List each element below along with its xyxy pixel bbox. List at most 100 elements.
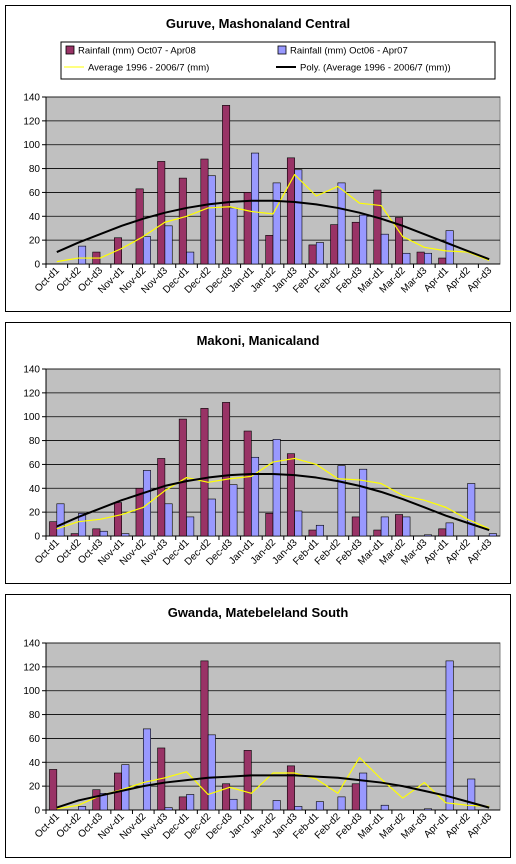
y-tick-label: 100: [23, 140, 40, 151]
bar-oct06-apr07-dec-d1: [186, 516, 195, 537]
bar-oct06-apr07-dec-d3: [229, 207, 238, 265]
bar-oct06-apr07-nov-d3: [164, 807, 173, 811]
bar-oct06-apr07-dec-d1: [186, 794, 195, 811]
y-tick-label: 0: [34, 806, 40, 817]
bar-oct06-apr07-feb-d3: [359, 214, 368, 265]
y-tick-label: 80: [29, 164, 41, 175]
y-tick-label: 100: [23, 412, 40, 423]
bar-oct06-apr07-jan-d3: [294, 806, 303, 811]
legend-label: Average 1996 - 2006/7 (mm): [88, 63, 209, 74]
bar-oct06-apr07-mar-d3: [424, 808, 432, 811]
bar-oct06-apr07-apr-d1: [445, 230, 454, 265]
average-line: [56, 457, 490, 530]
y-tick-label: 40: [29, 758, 41, 769]
legend: Rainfall (mm) Oct07 - Apr08 Rainfall (mm)…: [60, 41, 496, 80]
bar-oct07-apr08-feb-d3: [351, 516, 360, 537]
bar-oct06-apr07-apr-d1: [445, 522, 454, 537]
chart-title: Guruve, Mashonaland Central: [166, 16, 350, 31]
bar-oct06-apr07-jan-d1: [251, 456, 260, 537]
bar-oct07-apr08-nov-d1: [114, 237, 122, 265]
chart-title: Gwanda, Matebeleland South: [168, 605, 349, 620]
bar-oct06-apr07-apr-d3: [488, 533, 497, 537]
legend-label: Poly. (Average 1996 - 2006/7 (mm)): [300, 63, 451, 74]
x-tick-label: Apr-d3: [465, 811, 494, 840]
bar-oct06-apr07-mar-d2: [402, 516, 411, 537]
bar-oct06-apr07-jan-d3: [294, 169, 303, 265]
y-tick-label: 20: [29, 508, 41, 519]
y-tick-label: 20: [29, 236, 41, 247]
bar-oct06-apr07-dec-d2: [207, 734, 216, 811]
bar-oct06-apr07-apr-d2: [467, 483, 476, 537]
bar-oct06-apr07-dec-d2: [207, 498, 216, 537]
bar-oct07-apr08-dec-d3: [222, 402, 231, 537]
bar-oct06-apr07-oct-d1: [56, 503, 65, 537]
bar-oct07-apr08-dec-d1: [178, 177, 187, 265]
bar-oct06-apr07-feb-d2: [337, 465, 346, 537]
chart-title: Makoni, Manicaland: [197, 333, 320, 348]
bar-oct06-apr07-nov-d1: [121, 533, 130, 537]
bar-oct07-apr08-jan-d3: [286, 765, 295, 811]
bar-oct06-apr07-dec-d1: [186, 251, 195, 265]
bar-oct07-apr08-oct-d3: [92, 789, 101, 811]
chart-panel-gwanda: Gwanda, Matebeleland South 0 20 40 60 80 100 12…: [5, 594, 511, 858]
bar-oct07-apr08-feb-d1: [308, 529, 317, 537]
legend-swatch: [277, 45, 287, 55]
bar-oct07-apr08-jan-d1: [243, 430, 252, 537]
chart-gwanda: Gwanda, Matebeleland South 0 20 40 60 80 100 12…: [23, 605, 501, 842]
average-line: [56, 756, 490, 810]
bar-oct06-apr07-jan-d3: [294, 510, 303, 537]
bar-oct06-apr07-mar-d1: [380, 804, 389, 811]
bar-oct07-apr08-mar-d2: [395, 514, 404, 537]
bar-oct06-apr07-feb-d3: [359, 772, 368, 811]
legend-item-rainfall-mm-oct06-apr07: Rainfall (mm) Oct06 - Apr07: [277, 45, 408, 57]
bar-oct06-apr07-feb-d2: [337, 796, 346, 811]
bar-oct06-apr07-oct-d2: [78, 806, 87, 811]
y-tick-label: 120: [23, 388, 40, 399]
bar-oct07-apr08-oct-d1: [49, 769, 58, 811]
y-tick-label: 80: [29, 710, 41, 721]
bar-oct07-apr08-jan-d1: [243, 192, 252, 265]
bar-oct06-apr07-oct-d2: [78, 245, 87, 265]
bar-oct07-apr08-oct-d1: [49, 521, 58, 537]
bar-oct06-apr07-dec-d2: [207, 175, 216, 265]
bar-oct06-apr07-dec-d3: [229, 484, 238, 537]
bar-oct06-apr07-nov-d3: [164, 225, 173, 265]
bar-oct06-apr07-feb-d1: [315, 242, 324, 265]
bar-oct06-apr07-mar-d1: [380, 233, 389, 265]
bar-oct06-apr07-nov-d3: [164, 503, 173, 537]
bar-oct06-apr07-oct-d3: [99, 530, 108, 537]
bar-oct07-apr08-dec-d2: [200, 408, 209, 537]
bar-oct07-apr08-apr-d1: [438, 528, 447, 537]
legend-label: Rainfall (mm) Oct06 - Apr07: [290, 46, 408, 57]
y-tick-label: 140: [23, 365, 40, 376]
y-tick-label: 120: [23, 116, 40, 127]
bar-oct06-apr07-mar-d3: [424, 252, 432, 265]
legend-swatch: [65, 45, 75, 55]
bar-oct07-apr08-mar-d1: [373, 189, 382, 265]
y-tick-label: 100: [23, 686, 40, 697]
bar-oct06-apr07-nov-d2: [142, 470, 151, 537]
legend-label: Rainfall (mm) Oct07 - Apr08: [78, 46, 196, 57]
legend-item-rainfall-mm-oct07-apr08: Rainfall (mm) Oct07 - Apr08: [65, 45, 196, 57]
bar-oct07-apr08-dec-d3: [222, 105, 231, 265]
y-tick-label: 0: [34, 260, 40, 271]
chart-panel-guruve: Guruve, Mashonaland Central Rainfall (mm)…: [5, 5, 511, 312]
bar-oct06-apr07-jan-d2: [272, 182, 281, 265]
bar-oct06-apr07-mar-d2: [402, 252, 411, 265]
bar-oct06-apr07-oct-d2: [78, 513, 87, 537]
bar-oct07-apr08-apr-d1: [438, 257, 447, 265]
bar-oct06-apr07-jan-d1: [251, 152, 260, 265]
x-tick-label: Apr-d3: [465, 265, 494, 294]
bar-oct06-apr07-oct-d3: [99, 793, 108, 811]
bar-oct06-apr07-feb-d2: [337, 182, 346, 265]
bar-oct06-apr07-jan-d2: [272, 800, 281, 811]
bar-oct07-apr08-nov-d3: [157, 458, 166, 537]
bar-oct06-apr07-nov-d2: [142, 728, 151, 811]
legend-item-average-1996-2006-7-mm: Average 1996 - 2006/7 (mm): [64, 63, 209, 74]
bar-oct06-apr07-feb-d1: [315, 801, 324, 811]
legend-item-poly-average-1996-2006-7-mm: Poly. (Average 1996 - 2006/7 (mm)): [276, 63, 451, 74]
bar-oct07-apr08-dec-d1: [178, 796, 187, 811]
bar-oct07-apr08-jan-d2: [265, 513, 274, 537]
bar-oct07-apr08-nov-d1: [114, 502, 122, 537]
bar-oct06-apr07-apr-d1: [445, 660, 454, 811]
